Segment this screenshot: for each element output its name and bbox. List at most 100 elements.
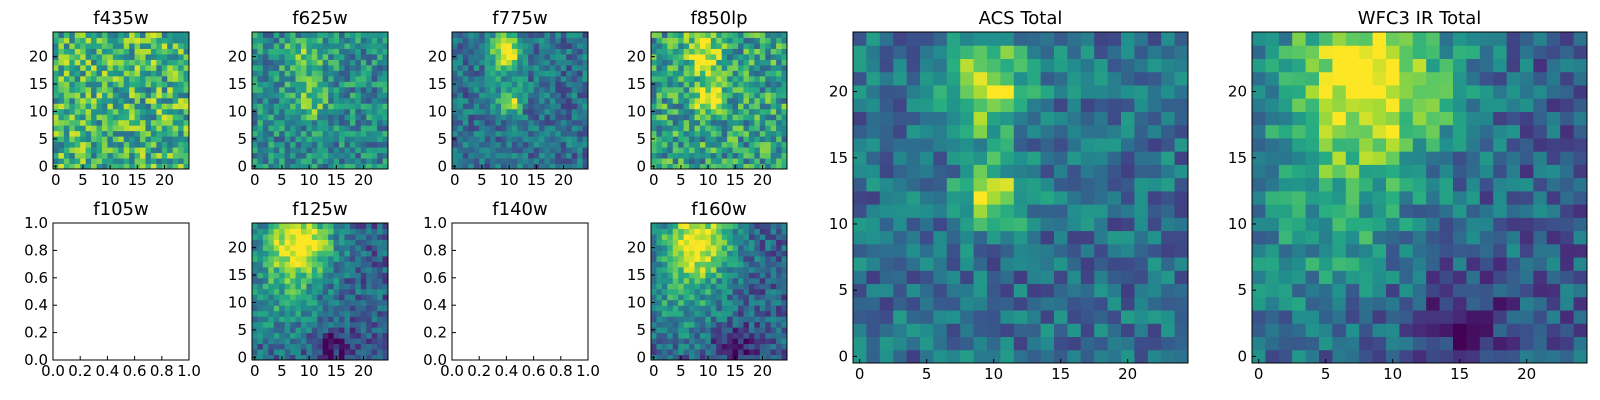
- heatmap-cell: [710, 152, 717, 159]
- heatmap-cell: [661, 70, 668, 77]
- heatmap-cell: [178, 59, 185, 66]
- heatmap-cell: [770, 147, 777, 154]
- heatmap-cell: [74, 108, 81, 115]
- heatmap-cell: [279, 42, 286, 49]
- heatmap-cell: [506, 158, 513, 165]
- heatmap-cell: [533, 48, 540, 55]
- heatmap-cell: [371, 152, 378, 159]
- heatmap-cell: [257, 332, 264, 339]
- heatmap-cell: [252, 114, 258, 121]
- heatmap-cell: [920, 217, 934, 232]
- heatmap-cell: [732, 349, 739, 356]
- heatmap-cell: [484, 152, 491, 159]
- heatmap-cell: [112, 75, 119, 82]
- heatmap-cell: [349, 244, 356, 251]
- heatmap-cell: [716, 349, 723, 356]
- heatmap-cell: [101, 53, 108, 60]
- heatmap-cell: [355, 64, 362, 71]
- heatmap-cell: [1426, 323, 1441, 338]
- heatmap-cell: [705, 272, 712, 279]
- heatmap-cell: [743, 233, 750, 240]
- heatmap-cell: [80, 37, 87, 44]
- heatmap-cell: [344, 53, 351, 60]
- heatmap-cell: [1546, 151, 1561, 165]
- heatmap-cell: [178, 42, 185, 49]
- heatmap-cell: [349, 37, 356, 44]
- heatmap-cell: [738, 64, 744, 71]
- heatmap-cell: [781, 59, 788, 66]
- heatmap-cell: [53, 152, 59, 159]
- heatmap-cell: [161, 53, 168, 60]
- heatmap-cell: [987, 270, 1001, 285]
- heatmap-cell: [1174, 164, 1189, 179]
- heatmap-cell: [344, 97, 351, 104]
- heatmap-cell: [349, 103, 356, 110]
- heatmap-cell: [1094, 84, 1109, 99]
- heatmap-cell: [63, 81, 70, 88]
- heatmap-cell: [738, 59, 744, 66]
- heatmap-cell: [140, 59, 146, 66]
- heatmap-cell: [172, 70, 179, 77]
- heatmap-cell: [1080, 190, 1095, 205]
- heatmap-cell: [317, 233, 324, 240]
- heatmap-cell: [355, 136, 362, 143]
- heatmap-cell: [377, 239, 384, 246]
- heatmap-cell: [743, 130, 750, 137]
- heatmap-cell: [172, 125, 179, 132]
- heatmap-cell: [759, 92, 766, 99]
- heatmap-cell: [759, 147, 766, 154]
- heatmap-cell: [257, 114, 264, 121]
- heatmap-cell: [355, 354, 362, 361]
- heatmap-cell: [759, 277, 766, 284]
- heatmap-cell: [80, 103, 87, 110]
- heatmap-cell: [539, 97, 545, 104]
- y-tick-label: 5: [38, 130, 48, 148]
- heatmap-cell: [382, 299, 389, 306]
- heatmap-cell: [273, 332, 280, 339]
- heatmap-cell: [1573, 217, 1588, 232]
- heatmap-cell: [1054, 177, 1068, 192]
- heatmap-cell: [577, 86, 584, 93]
- heatmap-cell: [371, 158, 378, 165]
- heatmap-cell: [85, 48, 92, 55]
- heatmap-cell: [479, 48, 486, 55]
- heatmap-cell: [699, 228, 706, 235]
- heatmap-cell: [1134, 111, 1149, 126]
- heatmap-cell: [667, 103, 674, 110]
- heatmap-cell: [781, 266, 788, 273]
- heatmap-cell: [360, 86, 367, 93]
- heatmap-cell: [178, 32, 185, 38]
- heatmap-cell: [743, 354, 750, 361]
- heatmap-cell: [672, 92, 679, 99]
- heatmap-cell: [1000, 190, 1015, 205]
- heatmap-cell: [765, 59, 772, 66]
- heatmap-cell: [743, 250, 750, 257]
- heatmap-cell: [544, 53, 551, 60]
- heatmap-cell: [738, 283, 744, 290]
- heatmap-cell: [727, 294, 734, 301]
- heatmap-cell: [721, 223, 728, 229]
- heatmap-cell: [473, 141, 480, 148]
- heatmap-cell: [710, 37, 717, 44]
- heatmap-cell: [355, 343, 362, 350]
- heatmap-cell: [377, 163, 384, 170]
- heatmap-cell: [1147, 283, 1162, 298]
- heatmap-cell: [290, 272, 297, 279]
- heatmap-cell: [328, 223, 335, 229]
- heatmap-cell: [1174, 243, 1189, 258]
- heatmap-cell: [1067, 164, 1082, 179]
- heatmap-cell: [683, 92, 690, 99]
- heatmap-cell: [582, 125, 589, 132]
- heatmap-cell: [129, 42, 136, 49]
- heatmap-cell: [268, 332, 275, 339]
- heatmap-cell: [339, 158, 345, 165]
- heatmap-cell: [63, 70, 70, 77]
- heatmap-cell: [781, 354, 788, 361]
- heatmap-cell: [101, 70, 108, 77]
- heatmap-cell: [101, 92, 108, 99]
- heatmap-cell: [349, 42, 356, 49]
- heatmap-cell: [1426, 257, 1441, 271]
- heatmap-cell: [528, 75, 535, 82]
- heatmap-cell: [328, 349, 335, 356]
- heatmap-cell: [1439, 270, 1454, 285]
